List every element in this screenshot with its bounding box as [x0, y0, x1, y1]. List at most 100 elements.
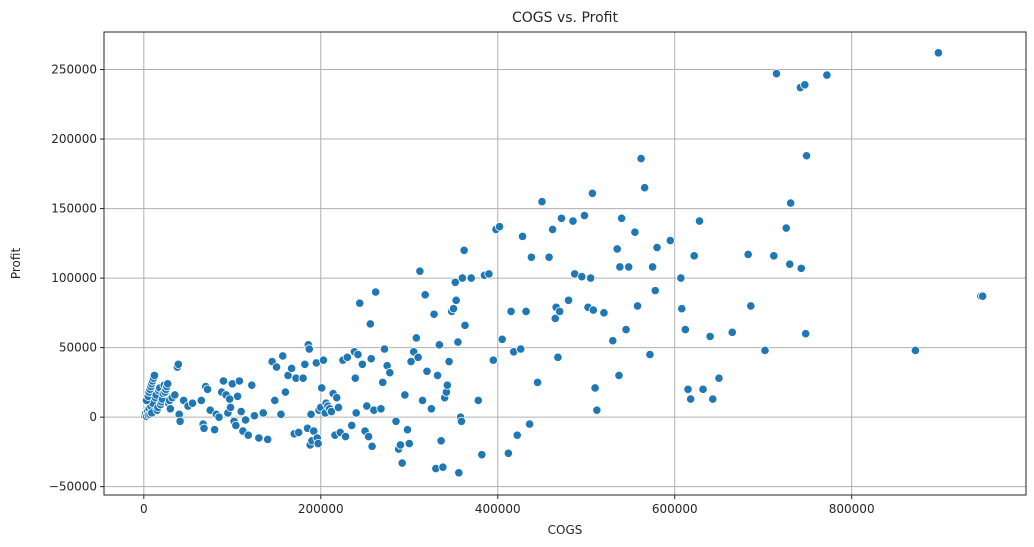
data-point [351, 408, 361, 418]
data-point [694, 216, 705, 226]
data-point [214, 412, 224, 422]
data-point [588, 305, 598, 315]
data-point [448, 304, 459, 314]
data-point [555, 306, 565, 317]
data-point [563, 295, 574, 305]
y-tick-label: 0 [89, 410, 97, 424]
data-point [270, 395, 280, 406]
data-point [225, 402, 236, 413]
data-point [451, 295, 461, 305]
data-point [624, 262, 634, 272]
points-layer [140, 48, 988, 478]
data-point [254, 433, 264, 443]
data-point [796, 263, 806, 273]
data-point [676, 273, 686, 283]
data-point [665, 235, 675, 246]
data-point [652, 242, 662, 253]
x-tick-label: 800000 [829, 502, 875, 516]
data-point [366, 354, 376, 364]
data-point [294, 427, 304, 438]
data-point [771, 69, 782, 79]
data-point [680, 324, 690, 335]
data-point [196, 395, 206, 406]
data-point [436, 436, 446, 446]
data-point [801, 329, 811, 339]
data-point [590, 383, 600, 393]
data-point [592, 405, 602, 415]
data-point [218, 376, 229, 386]
data-point [615, 262, 625, 272]
data-point [318, 355, 329, 365]
data-point [225, 394, 235, 404]
data-point [406, 356, 416, 367]
data-point [417, 395, 428, 406]
x-axis-title: COGS [548, 523, 583, 537]
data-point [420, 290, 430, 300]
data-point [340, 432, 351, 442]
data-point [234, 376, 244, 386]
data-point [477, 450, 487, 460]
data-point [506, 306, 516, 317]
data-point [689, 251, 699, 261]
data-point [247, 380, 257, 390]
data-point [456, 416, 467, 426]
data-point [434, 340, 444, 350]
data-point [933, 48, 944, 58]
data-point [743, 249, 753, 260]
data-point [714, 373, 724, 383]
y-axis: −50000 0 50000 100000 150000 200000 250000 [49, 63, 104, 494]
data-point [760, 345, 770, 355]
x-tick-label: 200000 [298, 502, 344, 516]
y-tick-label: 250000 [51, 63, 97, 77]
data-point [587, 188, 598, 198]
data-point [460, 320, 470, 330]
data-point [484, 269, 494, 279]
data-point [233, 391, 243, 401]
data-point [363, 432, 374, 442]
x-tick-label: 0 [140, 502, 148, 516]
data-point [727, 327, 737, 337]
data-point [708, 394, 718, 404]
data-point [781, 223, 791, 233]
data-point [353, 349, 363, 360]
y-tick-label: 50000 [59, 341, 97, 355]
data-point [379, 344, 390, 354]
data-point [199, 423, 209, 433]
data-point [347, 420, 357, 431]
data-point [442, 380, 452, 390]
data-point [537, 197, 547, 207]
data-point [444, 356, 454, 367]
data-point [286, 363, 297, 374]
data-point [243, 430, 253, 440]
data-point [599, 308, 609, 318]
data-point [705, 331, 715, 342]
data-point [822, 70, 832, 80]
data-point [640, 183, 650, 193]
data-point [342, 352, 352, 362]
data-point [391, 416, 401, 426]
data-point [376, 404, 386, 414]
data-point [333, 402, 344, 413]
data-point [187, 398, 198, 408]
data-point [785, 259, 795, 269]
data-point [454, 468, 464, 478]
y-tick-label: −50000 [49, 480, 97, 494]
data-point [210, 425, 220, 435]
data-point [497, 334, 507, 344]
data-point [298, 373, 308, 383]
data-point [397, 458, 407, 468]
y-tick-label: 200000 [51, 132, 97, 146]
data-point [647, 262, 658, 272]
data-point [400, 390, 410, 400]
data-point [240, 415, 251, 425]
data-point [317, 383, 327, 393]
x-tick-label: 600000 [652, 502, 698, 516]
data-point [632, 301, 643, 311]
data-point [231, 420, 241, 431]
data-point [579, 210, 590, 221]
data-point [650, 286, 660, 296]
data-point [556, 213, 567, 223]
data-point [350, 373, 360, 383]
data-point [494, 222, 505, 232]
